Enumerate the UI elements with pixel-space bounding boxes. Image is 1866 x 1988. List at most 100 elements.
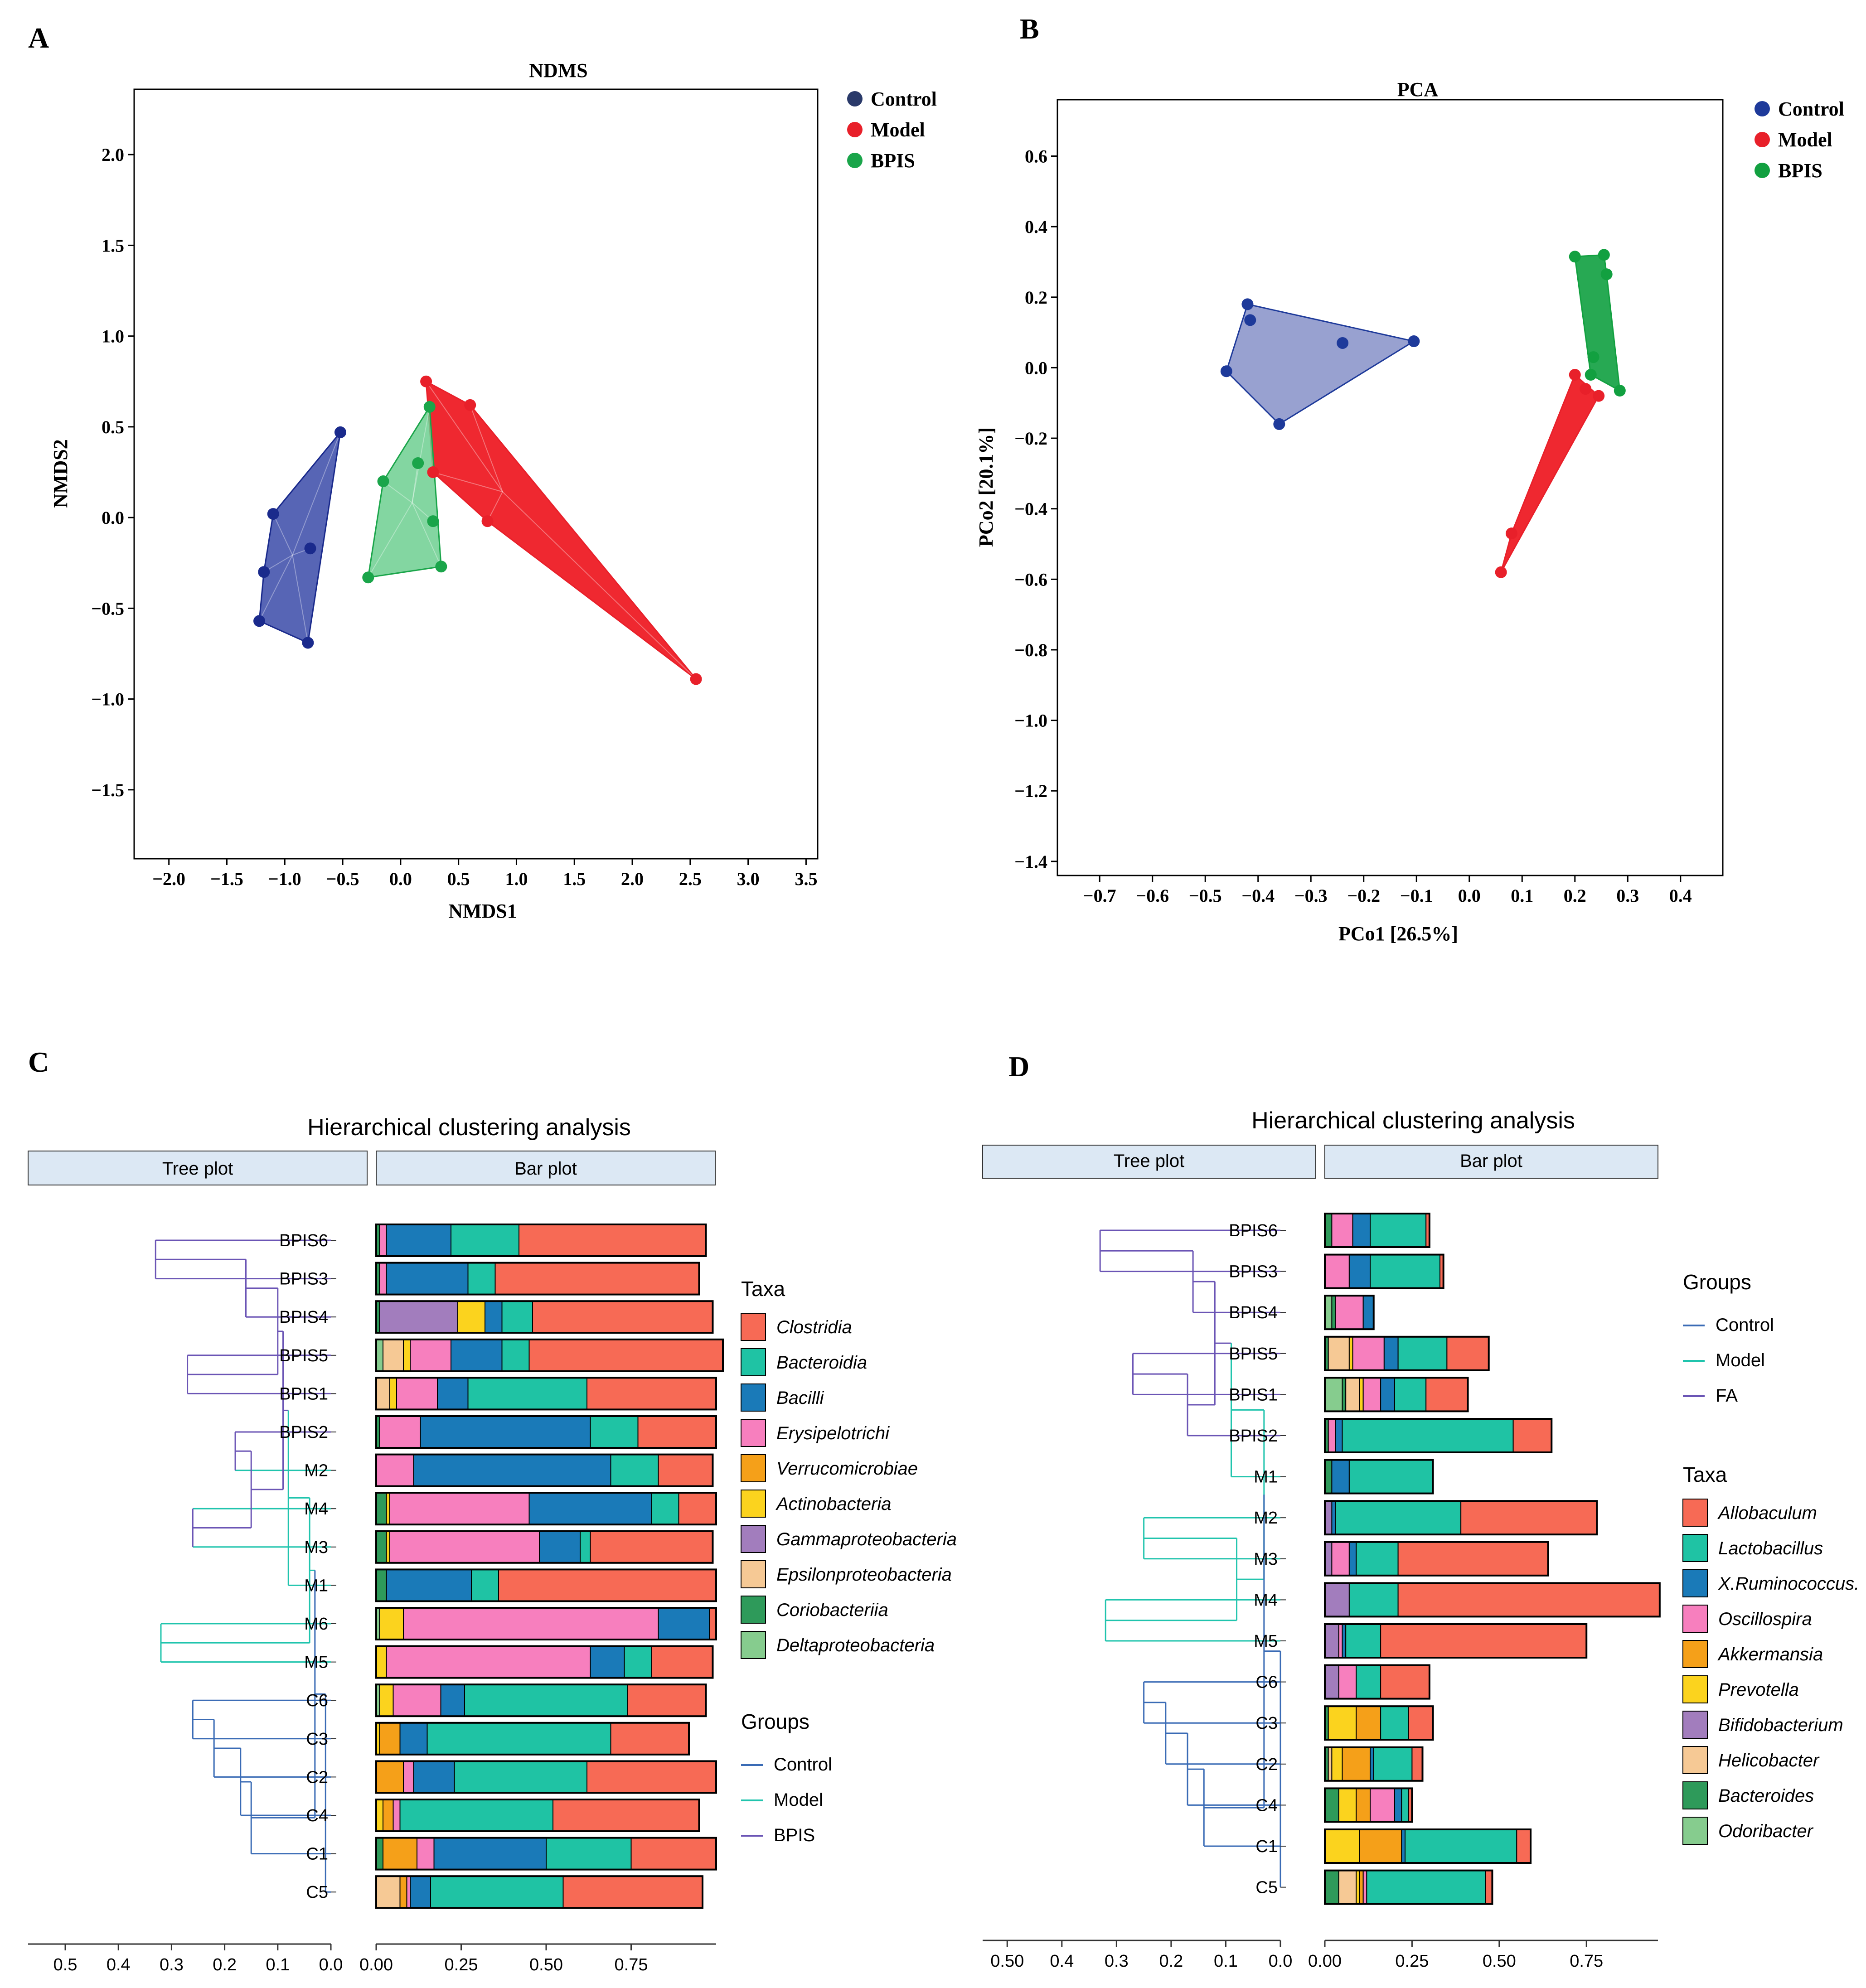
chart-a-x-label: NMDS1 <box>448 900 517 922</box>
bar-segment-m5-bacilli <box>590 1645 625 1678</box>
bar-segment-bpis3-bacteroidia <box>467 1262 496 1295</box>
bar-outline-m5 <box>1324 1623 1588 1659</box>
legend-taxon-clostridia: Clostridia <box>776 1317 852 1337</box>
legend-swatch-deltaproteobacteria <box>741 1631 766 1659</box>
x-tick-label: −0.5 <box>326 869 359 889</box>
bar-segment-m4-coriobacteriia <box>376 1492 387 1525</box>
hull-bpis <box>1574 254 1621 392</box>
spoke-control-4 <box>259 555 293 621</box>
spoke-model-2 <box>433 472 503 493</box>
bar-segment-bpis5-bacilli <box>451 1339 503 1372</box>
bar-segment-bpis4-xruminococcus <box>1362 1295 1374 1330</box>
bar-segment-m5-oscillospira <box>1338 1624 1343 1658</box>
bar-segment-c2-bacteroidia <box>454 1761 587 1794</box>
bar-outline-m1 <box>375 1568 717 1602</box>
sample-label-bpis3: BPIS3 <box>279 1270 328 1289</box>
y-tick-label: −0.6 <box>1014 569 1047 590</box>
sample-label-c4: C4 <box>306 1806 328 1825</box>
bar-segment-c1-erysipelotrichi <box>417 1837 435 1870</box>
legend-marker-control <box>847 91 863 106</box>
bar-segment-c2-xruminococcus <box>1370 1746 1374 1781</box>
x-tick-label: −1.0 <box>268 869 301 889</box>
tree-tick-label: 0.5 <box>53 1955 78 1974</box>
sample-label-c4: C4 <box>1255 1796 1278 1815</box>
point-bpis-4 <box>427 515 439 527</box>
legend-group-control: Control <box>1716 1315 1774 1335</box>
bar-segment-m5-lactobacillus <box>1345 1624 1381 1658</box>
bar-segment-bpis4-bacteroides <box>1331 1295 1336 1330</box>
chart-b-points <box>1220 249 1626 578</box>
point-model-1 <box>1569 368 1581 381</box>
x-tick-label: −2.0 <box>152 869 185 889</box>
bar-segment-m1-bacilli <box>386 1569 472 1602</box>
chart-a-y-label: NMDS2 <box>49 439 72 508</box>
bar-segment-bpis1-odoribacter <box>1324 1377 1343 1412</box>
bar-outline-c4 <box>1324 1787 1413 1823</box>
bar-segment-c4-erysipelotrichi <box>393 1799 401 1832</box>
bar-segment-c3-clostridia <box>610 1722 689 1755</box>
bar-segment-m5-actinobacteria <box>376 1645 387 1678</box>
tree-tick-label: 0.3 <box>160 1955 184 1974</box>
point-model-5 <box>1495 566 1507 578</box>
bar-segment-m3-xruminococcus <box>1348 1541 1357 1576</box>
chart-a-legend: Control Model BPIS <box>847 88 937 172</box>
panel-letter-d: D <box>1008 1050 1029 1083</box>
bar-segment-bpis2-allobaculum <box>1512 1418 1552 1453</box>
legend-swatch-xruminococcus <box>1682 1569 1708 1597</box>
bar-segment-c4-akkermansia <box>1356 1788 1371 1823</box>
legend-taxon-bifidobacterium: Bifidobacterium <box>1718 1715 1843 1735</box>
panel-letter-b: B <box>1020 13 1039 45</box>
bar-segment-bpis2-xruminococcus <box>1335 1418 1343 1453</box>
spoke-bpis-0 <box>412 406 430 503</box>
bar-segment-m6-actinobacteria <box>379 1607 404 1640</box>
bar-tick-label: 0.25 <box>1395 1952 1429 1971</box>
bar-segment-bpis2-erysipelotrichi <box>379 1416 421 1448</box>
bar-segment-bpis5-bacteroidia <box>501 1339 530 1372</box>
bar-segment-bpis3-bacilli <box>386 1262 469 1295</box>
bar-segment-m2-bacilli <box>413 1454 611 1487</box>
panel-a-nmds-plot: NDMS −2.0 −1.5 −1.0 −0.5 0.0 0.5 1.0 1.5 2.0 2.5 3… <box>49 59 937 922</box>
bar-segment-c3-bacilli <box>399 1722 428 1755</box>
point-model-2 <box>464 399 476 411</box>
point-control-5 <box>253 615 266 627</box>
legend-taxon-bacteroidia: Bacteroidia <box>776 1353 867 1373</box>
sample-label-c3: C3 <box>306 1730 328 1749</box>
legend-label-bpis: BPIS <box>871 150 915 172</box>
bar-segment-bpis1-epsilonproteobacteria <box>376 1377 390 1410</box>
bar-outline-c1 <box>375 1837 717 1871</box>
bar-segment-bpis6-clostridia <box>519 1224 707 1257</box>
spoke-control-1 <box>272 513 293 556</box>
legend-swatch-allobaculum <box>1682 1499 1708 1527</box>
bar-outline-bpis2 <box>375 1415 717 1449</box>
legend-taxon-epsilonproteobacteria: Epsilonproteobacteria <box>776 1565 952 1585</box>
legend-taxon-erysipelotrichi: Erysipelotrichi <box>776 1423 890 1443</box>
bar-outline-bpis6 <box>375 1224 707 1257</box>
bar-segment-m3-allobaculum <box>1397 1541 1549 1576</box>
y-tick-label: −1.5 <box>91 780 124 800</box>
x-tick-label: −0.1 <box>1400 885 1433 906</box>
chart-c-strip-tree-label: Tree plot <box>162 1159 233 1179</box>
chart-d-legend: Groups Control Model FA Taxa Allobaculum Lacto… <box>1682 1270 1859 1845</box>
bar-segment-c2-akkermansia <box>1342 1746 1371 1781</box>
bar-tick-label: 0.75 <box>1570 1952 1603 1971</box>
tree-tick-label: 0.2 <box>213 1955 237 1974</box>
point-bpis-1 <box>423 401 436 413</box>
bar-segment-c5-bacilli <box>410 1876 431 1909</box>
chart-b-y-ticks: 0.6 0.4 0.2 0.0 −0.2 −0.4 −0.6 −0.8 −1.0 −1.2 −1.4 <box>1014 146 1057 872</box>
bar-segment-bpis6-xruminococcus <box>1352 1213 1371 1248</box>
legend-swatch-bifidobacterium <box>1682 1711 1708 1739</box>
legend-taxon-lactobacillus: Lactobacillus <box>1718 1538 1823 1558</box>
legend-taxon-verrucomicrobiae: Verrucomicrobiae <box>776 1459 918 1479</box>
legend-taxa-title: Taxa <box>1683 1463 1727 1486</box>
tree-tick-label: 0.0 <box>319 1955 343 1974</box>
chart-a-hulls <box>258 380 697 680</box>
bar-outline-c2 <box>1324 1746 1424 1782</box>
point-model-1 <box>420 375 432 387</box>
chart-a-y-ticks: −1.5 −1.0 −0.5 0.0 0.5 1.0 1.5 2.0 <box>91 145 134 800</box>
legend-taxon-oscillospira: Oscillospira <box>1718 1609 1812 1629</box>
point-model-3 <box>427 466 439 478</box>
bar-outline-m2 <box>1324 1500 1598 1536</box>
bar-segment-bpis4-bacteroidia <box>501 1301 533 1334</box>
chart-c-sample-labels: BPIS6 BPIS3 BPIS4 BPIS5 BPIS1 BPIS2 M2 M4 M3 M1 M6… <box>279 1231 336 1902</box>
point-bpis-6 <box>362 571 374 584</box>
